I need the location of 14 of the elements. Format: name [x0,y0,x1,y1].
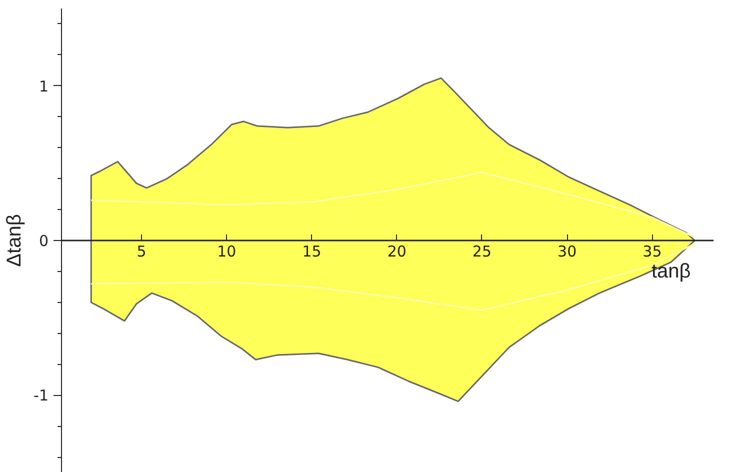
y-tick-label: 1 [38,77,49,96]
y-tick-label: -1 [34,386,49,405]
x-axis-title: tanβ [652,260,691,282]
x-tick-label: 25 [472,242,492,260]
line-series [90,172,696,238]
y-tick-label: 0 [38,232,49,250]
x-tick-label: 10 [217,242,236,260]
x-tick-label: 30 [558,242,577,260]
x-tick-label: 20 [387,242,406,260]
x-tick-label: 15 [302,242,322,260]
x-tick-label: 5 [136,242,146,260]
x-tick-label: 35 [642,242,662,260]
line-series [90,242,696,311]
y-axis-title: Δtanβ [4,214,26,267]
